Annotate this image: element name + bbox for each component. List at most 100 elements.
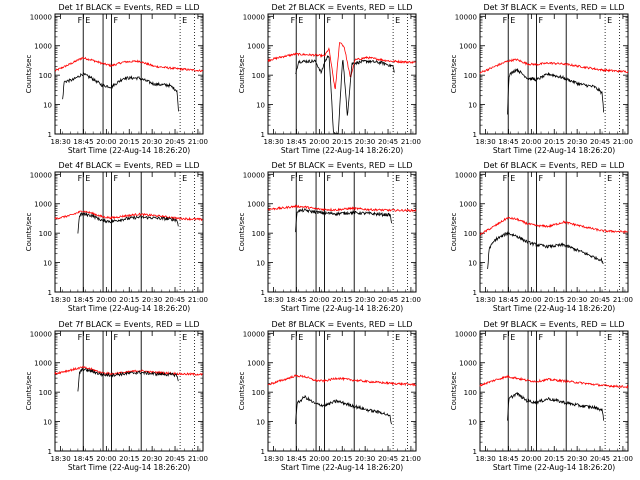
panel-6: Det 6f BLACK = Events, RED = LLD 1 10 100 10… xyxy=(450,161,633,313)
y-tick-label: 10000 xyxy=(243,330,265,338)
x-tick-label: 20:45 xyxy=(165,455,185,463)
x-axis-label: Start Time (22-Aug-14 18:26:20) xyxy=(493,146,615,155)
x-axis-label: Start Time (22-Aug-14 18:26:20) xyxy=(281,463,403,472)
x-tick-label: 20:30 xyxy=(567,138,587,146)
marker-label: F xyxy=(538,333,543,342)
x-tick-label: 20:30 xyxy=(567,455,587,463)
marker-label: F xyxy=(78,174,83,183)
x-tick-label: 21:00 xyxy=(401,296,421,304)
x-tick-label: 20:00 xyxy=(309,296,329,304)
marker-label: F xyxy=(503,174,508,183)
lld-series-line xyxy=(54,56,204,73)
x-tick-label: 20:45 xyxy=(378,296,398,304)
y-tick-label: 10000 xyxy=(243,13,265,21)
y-tick-label: 10 xyxy=(468,102,477,110)
y-tick-label: 10 xyxy=(468,419,477,427)
x-tick-label: 18:30 xyxy=(51,455,71,463)
x-tick-label: 21:00 xyxy=(188,455,208,463)
x-tick-label: 18:45 xyxy=(73,296,93,304)
y-tick-label: 100 xyxy=(252,72,265,80)
x-tick-label: 20:15 xyxy=(332,455,352,463)
marker-label: F xyxy=(538,174,543,183)
marker-label: E xyxy=(298,16,303,25)
x-tick-label: 20:15 xyxy=(544,138,564,146)
panel-title: Det 8f BLACK = Events, RED = LLD xyxy=(271,320,412,329)
y-tick-label: 1 xyxy=(473,289,477,297)
marker-label: F xyxy=(78,333,83,342)
x-tick-label: 20:00 xyxy=(521,455,541,463)
panel-title: Det 7f BLACK = Events, RED = LLD xyxy=(58,320,199,329)
panel-title: Det 1f BLACK = Events, RED = LLD xyxy=(58,3,199,12)
y-tick-label: 1000 xyxy=(247,201,265,209)
x-tick-label: 20:15 xyxy=(119,455,139,463)
x-tick-label: 18:45 xyxy=(73,455,93,463)
x-tick-label: 20:00 xyxy=(96,455,116,463)
plot-frame xyxy=(267,171,417,293)
plot-frame xyxy=(479,13,629,135)
events-series-line xyxy=(507,68,604,115)
x-tick-label: 20:45 xyxy=(165,296,185,304)
marker-label: E xyxy=(182,333,187,342)
marker-label: E xyxy=(395,16,400,25)
lld-series-line xyxy=(479,58,629,74)
plot-frame xyxy=(54,171,204,293)
y-tick-label: 10 xyxy=(256,419,265,427)
lld-series-line xyxy=(479,216,629,236)
x-tick-label: 18:45 xyxy=(286,296,306,304)
panel-title: Det 5f BLACK = Events, RED = LLD xyxy=(271,161,412,170)
y-tick-label: 1000 xyxy=(247,43,265,51)
panel-3: Det 3f BLACK = Events, RED = LLD 1 10 100 10… xyxy=(450,3,633,155)
y-tick-label: 10 xyxy=(256,260,265,268)
x-tick-label: 20:15 xyxy=(544,296,564,304)
y-axis-label: Counts/sec xyxy=(238,213,246,252)
y-tick-label: 1000 xyxy=(459,201,477,209)
x-tick-label: 20:30 xyxy=(142,455,162,463)
marker-label: F xyxy=(291,16,296,25)
y-tick-label: 1000 xyxy=(34,201,52,209)
x-tick-label: 18:45 xyxy=(498,296,518,304)
marker-label: F xyxy=(113,174,118,183)
x-tick-label: 21:00 xyxy=(401,455,421,463)
marker-label: E xyxy=(85,174,90,183)
marker-label: E xyxy=(395,333,400,342)
x-tick-label: 21:00 xyxy=(613,138,633,146)
marker-label: E xyxy=(182,16,187,25)
x-tick-label: 20:30 xyxy=(355,138,375,146)
marker-label: E xyxy=(298,174,303,183)
plot-frame xyxy=(267,330,417,452)
y-tick-label: 1 xyxy=(48,131,52,139)
x-tick-label: 20:15 xyxy=(332,296,352,304)
marker-label: F xyxy=(113,16,118,25)
x-tick-label: 20:45 xyxy=(590,455,610,463)
y-tick-label: 1000 xyxy=(459,43,477,51)
x-tick-label: 20:00 xyxy=(309,455,329,463)
x-tick-label: 20:30 xyxy=(567,296,587,304)
y-tick-label: 100 xyxy=(39,230,52,238)
x-tick-label: 21:00 xyxy=(613,296,633,304)
x-tick-label: 20:30 xyxy=(355,296,375,304)
plot-frame xyxy=(54,330,204,452)
y-tick-label: 1000 xyxy=(34,360,52,368)
y-tick-label: 1000 xyxy=(459,360,477,368)
y-axis-label: Counts/sec xyxy=(238,55,246,94)
y-tick-label: 10 xyxy=(256,102,265,110)
marker-label: E xyxy=(510,333,515,342)
panel-9: Det 9f BLACK = Events, RED = LLD 1 10 100 10… xyxy=(450,320,633,472)
x-tick-label: 18:30 xyxy=(264,455,284,463)
marker-label: F xyxy=(503,333,508,342)
y-axis-label: Counts/sec xyxy=(450,213,458,252)
events-series-line xyxy=(295,394,392,425)
plot-frame xyxy=(479,330,629,452)
panel-title: Det 2f BLACK = Events, RED = LLD xyxy=(271,3,412,12)
y-axis-label: Counts/sec xyxy=(25,372,33,411)
y-tick-label: 10000 xyxy=(30,13,52,21)
x-tick-label: 20:00 xyxy=(521,296,541,304)
y-tick-label: 1 xyxy=(48,448,52,456)
y-tick-label: 1000 xyxy=(247,360,265,368)
marker-label: E xyxy=(182,174,187,183)
panel-8: Det 8f BLACK = Events, RED = LLD 1 10 100 10… xyxy=(238,320,421,472)
panel-7: Det 7f BLACK = Events, RED = LLD 1 10 100 10… xyxy=(25,320,208,472)
panel-title: Det 6f BLACK = Events, RED = LLD xyxy=(483,161,624,170)
y-tick-label: 10 xyxy=(43,102,52,110)
